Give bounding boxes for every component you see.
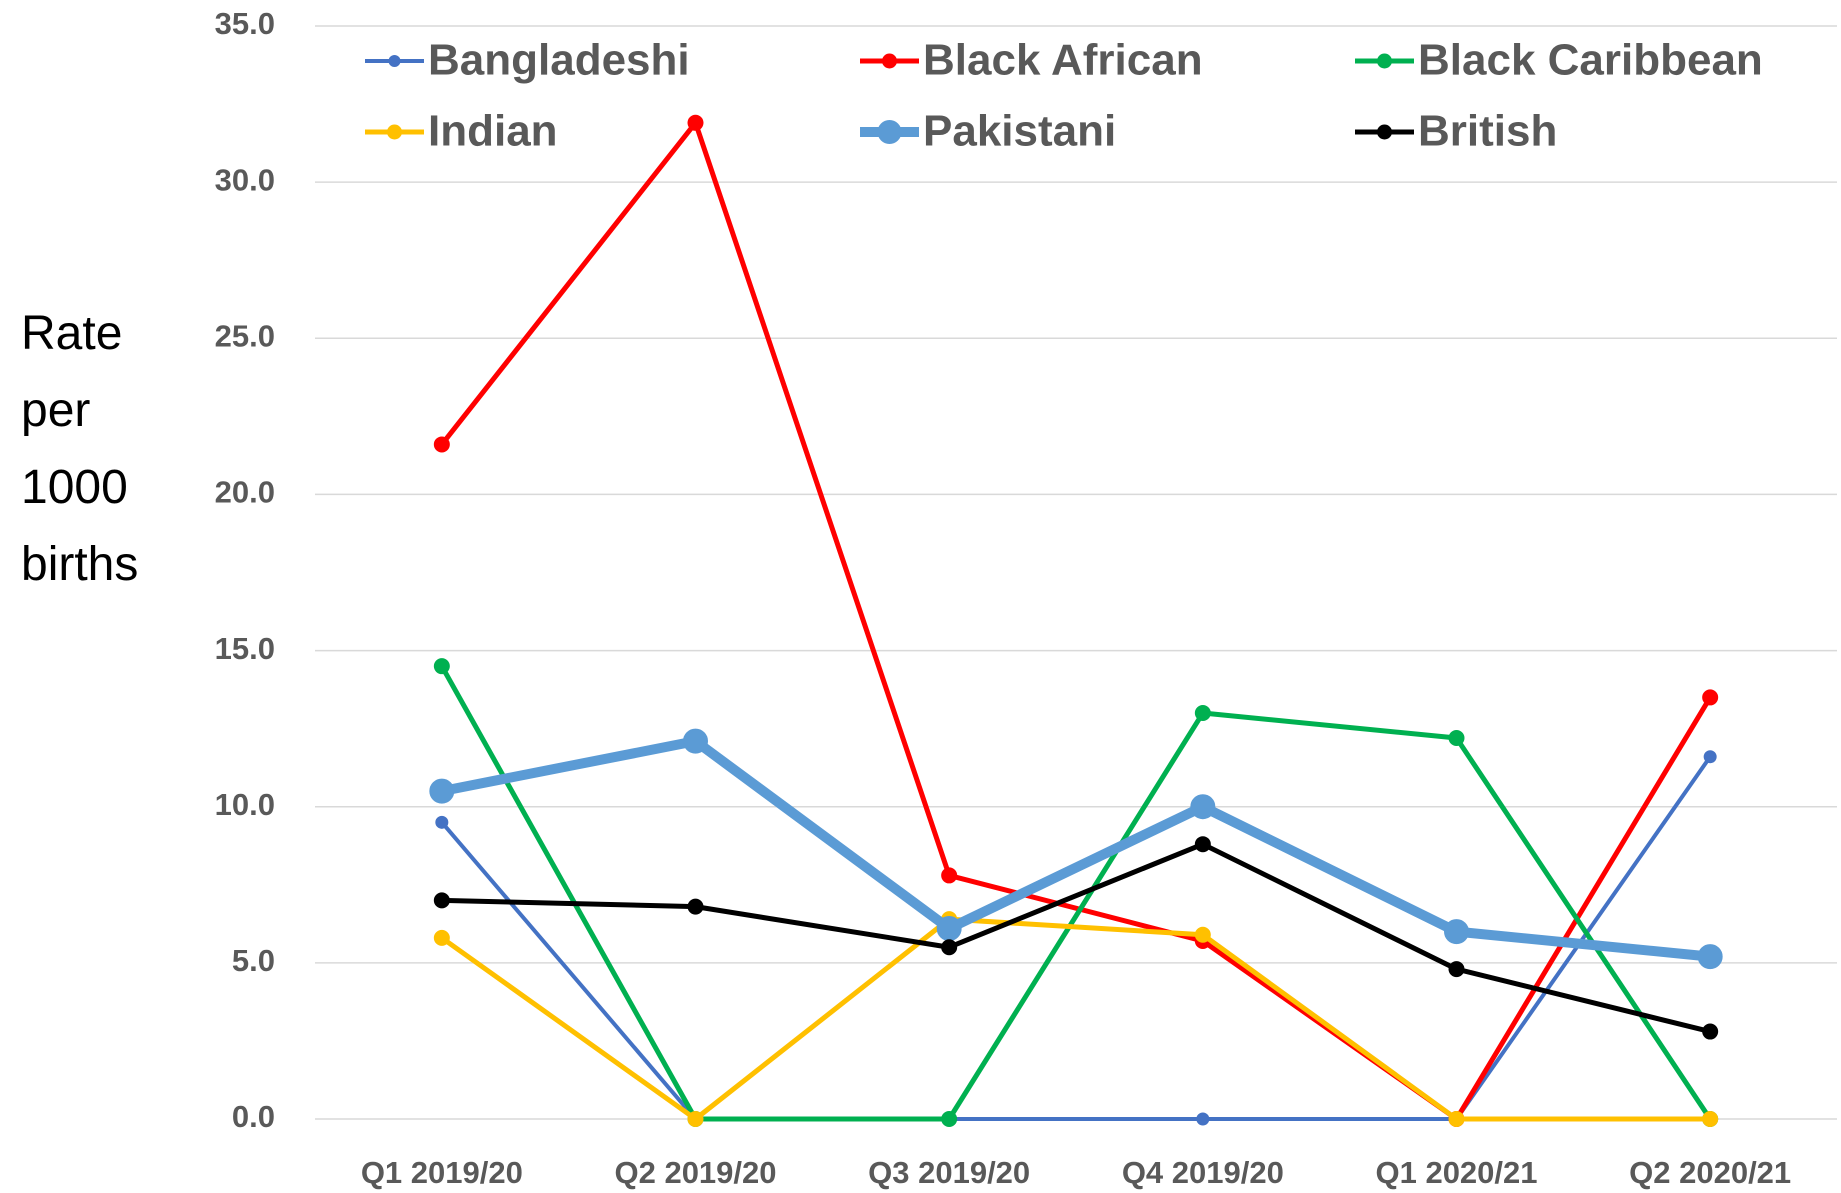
point-marker xyxy=(1702,1023,1719,1040)
point-marker xyxy=(1190,794,1216,820)
point-marker xyxy=(433,892,450,909)
point-marker xyxy=(1194,926,1211,943)
x-tick-label: Q3 2019/20 xyxy=(868,1155,1030,1190)
point-marker xyxy=(1448,961,1465,978)
point-marker xyxy=(687,898,704,915)
x-tick-label: Q1 2019/20 xyxy=(361,1155,523,1190)
legend-marker xyxy=(877,120,902,144)
series-line xyxy=(440,736,1711,962)
point-marker xyxy=(1702,1111,1719,1127)
y-tick-label: 30.0 xyxy=(215,162,275,197)
legend-marker xyxy=(882,53,897,69)
y-tick-label: 25.0 xyxy=(215,318,275,353)
legend-label: Bangladeshi xyxy=(428,36,690,85)
series-line xyxy=(441,841,1711,1034)
point-marker xyxy=(433,658,450,675)
point-marker xyxy=(433,436,450,453)
point-marker xyxy=(429,778,455,804)
point-marker xyxy=(1703,750,1717,764)
y-tick-label: 10.0 xyxy=(215,787,275,822)
legend-label: Black African xyxy=(923,36,1203,85)
point-marker xyxy=(433,929,450,946)
y-axis-title: Rate per 1000 births xyxy=(21,307,139,591)
point-marker xyxy=(936,916,962,942)
point-marker xyxy=(941,1111,958,1127)
legend-label: British xyxy=(1418,107,1557,156)
y-tick-label: 20.0 xyxy=(215,475,275,510)
series-line xyxy=(439,120,1713,1122)
point-marker xyxy=(941,939,958,956)
y-tick-label: 0.0 xyxy=(232,1099,275,1134)
legend-marker xyxy=(1377,53,1392,69)
legend-label: Black Caribbean xyxy=(1418,36,1763,85)
point-marker xyxy=(1194,836,1211,853)
x-tick-label: Q4 2019/20 xyxy=(1122,1155,1284,1190)
series-line xyxy=(440,916,1711,1122)
point-marker xyxy=(1448,730,1465,747)
point-marker xyxy=(1444,919,1469,945)
y-tick-label: 15.0 xyxy=(215,631,275,666)
legend-label: Pakistani xyxy=(923,107,1116,156)
legend-label: Indian xyxy=(428,107,558,156)
series-line xyxy=(440,755,1712,1121)
point-marker xyxy=(1196,1112,1210,1126)
point-marker xyxy=(687,1111,704,1127)
legend-marker xyxy=(1377,124,1392,140)
y-tick-label: 5.0 xyxy=(232,943,275,978)
point-marker xyxy=(687,114,704,131)
x-tick-label: Q2 2020/21 xyxy=(1629,1155,1791,1190)
y-tick-label: 35.0 xyxy=(215,6,275,41)
point-marker xyxy=(435,815,449,829)
point-marker xyxy=(941,867,958,884)
legend-marker xyxy=(387,124,402,140)
point-marker xyxy=(683,728,708,754)
point-marker xyxy=(1702,689,1719,706)
legend-marker xyxy=(388,55,401,67)
point-marker xyxy=(1697,944,1723,970)
x-tick-label: Q2 2019/20 xyxy=(614,1155,776,1190)
point-marker xyxy=(1448,1111,1465,1127)
point-marker xyxy=(1194,705,1211,722)
x-tick-label: Q1 2020/21 xyxy=(1375,1155,1537,1190)
series-line xyxy=(439,664,1713,1122)
